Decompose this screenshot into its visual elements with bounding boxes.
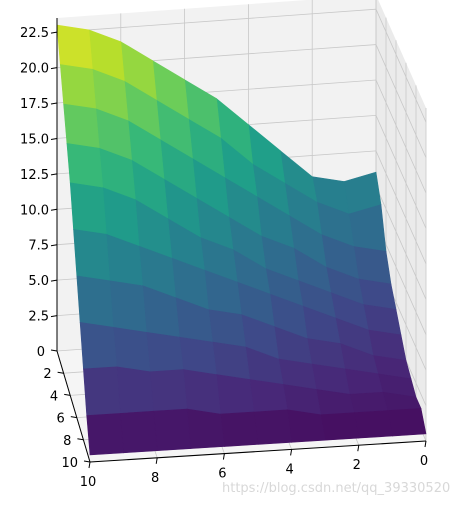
z-tick-label: 7.5 <box>28 239 49 254</box>
z-tick-label: 2.5 <box>28 310 49 325</box>
z-tick-label: 10.0 <box>20 203 49 218</box>
surface-patch <box>212 341 251 380</box>
surface-mesh <box>56 24 427 456</box>
x-tick <box>222 453 225 460</box>
surface-patch <box>353 410 393 439</box>
z-tick <box>50 31 58 34</box>
z-tick-label: 5.0 <box>28 274 49 289</box>
surface-patch <box>149 369 188 412</box>
watermark-text: https://blog.csdn.net/qq_39330520 <box>222 481 450 496</box>
surface-patch <box>253 409 292 445</box>
surface-patch <box>79 322 118 370</box>
surface-patch <box>83 366 121 416</box>
x-tick <box>424 440 427 448</box>
z-tick <box>50 173 58 176</box>
y-tick <box>50 349 58 352</box>
y-axis-line <box>56 350 91 463</box>
x-tick <box>88 461 91 469</box>
z-tick <box>50 67 58 70</box>
surface-patch <box>63 103 100 149</box>
y-tick-label: 6 <box>57 412 65 427</box>
axis-lines <box>56 18 427 463</box>
grid-line <box>56 44 427 158</box>
z-tick-label: 17.5 <box>20 97 49 112</box>
x-tick-label: 2 <box>353 458 361 473</box>
z-tick-label: 22.5 <box>20 26 49 41</box>
surface-patch <box>286 409 326 443</box>
surface-patch <box>353 246 392 285</box>
x-tick-label: 6 <box>218 467 226 482</box>
y-tick <box>64 393 71 396</box>
z-tick <box>50 208 58 211</box>
y-tick <box>57 371 64 374</box>
surface-patch <box>116 366 154 414</box>
surface-patch <box>153 408 192 452</box>
y-tick-label: 8 <box>63 434 71 449</box>
surface-patch <box>56 24 93 70</box>
z-tick-label: 12.5 <box>20 168 49 183</box>
surface-patch <box>186 408 225 449</box>
surface-patch <box>112 326 151 373</box>
surface-patch <box>349 391 388 414</box>
surface-patch <box>145 331 184 373</box>
y-tick <box>77 438 84 441</box>
x-tick-label: 4 <box>285 462 293 477</box>
z-tick-label: 15.0 <box>20 132 49 147</box>
y-tick-label: 4 <box>50 389 58 404</box>
surface-patch <box>179 336 217 375</box>
y-tick-label: 2 <box>43 367 51 382</box>
x-axis-line <box>89 440 427 463</box>
y-tick-label: 10 <box>61 456 78 471</box>
grid-line <box>56 8 427 123</box>
surface-patch <box>69 182 107 235</box>
surface-patch <box>66 143 104 189</box>
x-tick <box>290 449 293 456</box>
z-tick-label: 20.0 <box>20 62 49 77</box>
surface-patch <box>73 229 111 282</box>
x-tick-label: 0 <box>420 454 428 469</box>
y-tick <box>83 460 91 463</box>
tick-marks <box>50 31 427 469</box>
z-tick <box>50 315 58 318</box>
x-tick-label: 10 <box>80 475 97 490</box>
z-tick <box>50 137 58 140</box>
y-tick <box>70 416 77 419</box>
tick-labels: 2.5 5.0 7.5 10.0 12.5 15.0 17.5 20.0 22.5 0 2 4 6 8 10… <box>20 26 428 490</box>
z-tick <box>50 279 58 282</box>
surface-patch <box>119 410 158 454</box>
z-tick <box>50 244 58 247</box>
x-tick <box>155 457 158 464</box>
surface-patch <box>208 309 246 348</box>
y-tick-label: 0 <box>37 345 45 360</box>
surface-patch <box>76 275 114 328</box>
surface-patch <box>59 64 97 110</box>
x-tick-label: 8 <box>151 471 159 486</box>
surface-patch <box>216 374 255 415</box>
surface-patch <box>182 369 221 415</box>
surface-patch <box>220 411 259 447</box>
x-tick <box>357 445 360 452</box>
surface-patch <box>249 379 288 413</box>
surface-patch <box>387 408 427 437</box>
surface-patch <box>320 412 360 441</box>
surface-patch <box>109 280 147 333</box>
z-tick <box>50 102 58 105</box>
surface-patch <box>86 413 124 456</box>
